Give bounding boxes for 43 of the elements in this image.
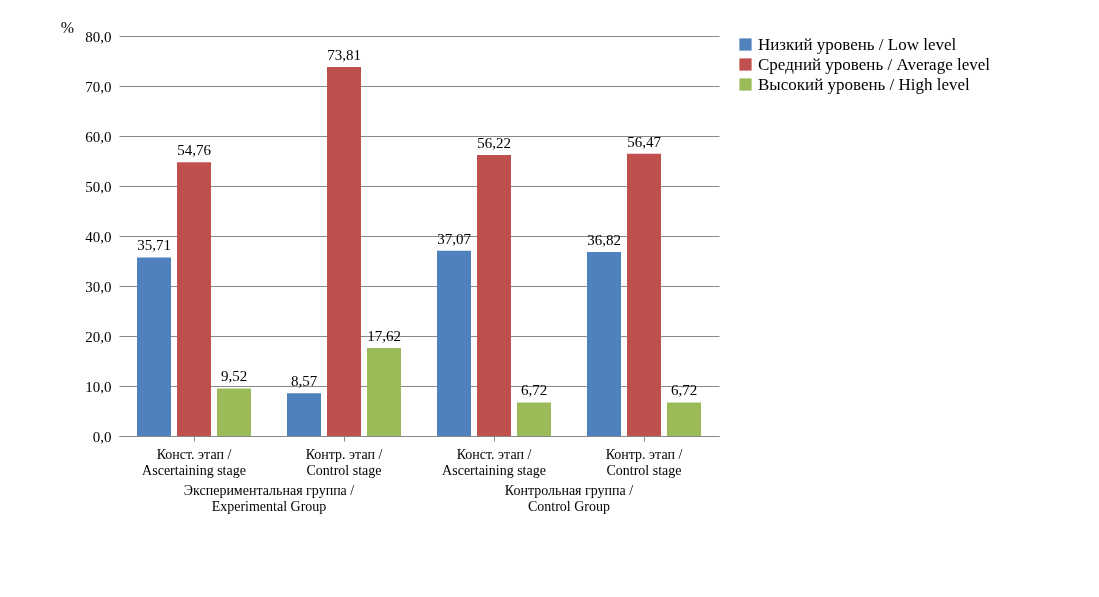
bar xyxy=(517,402,551,436)
bar xyxy=(327,66,361,436)
bar xyxy=(367,347,401,436)
y-axis-title: % xyxy=(60,19,74,36)
y-tick-label: 30,0 xyxy=(85,278,112,295)
x-tick-label: Контр. этап / Control stage xyxy=(605,446,683,478)
y-tick-label: 20,0 xyxy=(85,328,112,345)
x-tick-label: Конст. этап / Ascertaining stage xyxy=(142,446,246,478)
data-label: 9,52 xyxy=(220,368,248,385)
legend-label: Средний уровень / Average level xyxy=(758,54,991,74)
text: Контрольная группа / Control Group xyxy=(504,483,634,514)
y-tick-label: 80,0 xyxy=(85,28,112,45)
x-tick-label: Контр. этап / Control stage xyxy=(305,446,383,478)
bar xyxy=(217,388,251,436)
legend-label: Низкий уровень / Low level xyxy=(758,34,957,54)
data-label: 37,07 xyxy=(437,230,472,247)
y-tick-label: 70,0 xyxy=(85,78,112,95)
bar xyxy=(587,251,621,436)
data-label: 54,76 xyxy=(177,142,212,159)
y-tick-label: 60,0 xyxy=(85,128,112,145)
bar xyxy=(667,402,701,436)
x-tick-label: Конст. этап / Ascertaining stage xyxy=(442,446,546,478)
y-tick-label: 0,0 xyxy=(92,428,112,445)
data-label: 8,57 xyxy=(290,373,318,390)
legend-label: Высокий уровень / High level xyxy=(758,74,971,94)
bar xyxy=(477,154,511,436)
bar xyxy=(137,257,171,436)
data-label: 36,82 xyxy=(587,231,621,248)
data-label: 73,81 xyxy=(327,46,361,63)
bar xyxy=(177,162,211,436)
bar xyxy=(437,250,471,436)
y-tick-label: 10,0 xyxy=(85,378,112,395)
data-label: 56,47 xyxy=(627,133,662,150)
data-label: 35,71 xyxy=(137,237,171,254)
bar xyxy=(627,153,661,436)
y-tick-label: 40,0 xyxy=(85,228,112,245)
text: Экспериментальная группа / Experimental Group xyxy=(183,483,355,514)
data-label: 17,62 xyxy=(367,327,401,344)
bar xyxy=(287,393,321,436)
data-label: 56,22 xyxy=(477,134,511,151)
y-tick-label: 50,0 xyxy=(85,178,112,195)
data-label: 6,72 xyxy=(670,382,698,399)
data-label: 6,72 xyxy=(520,382,548,399)
